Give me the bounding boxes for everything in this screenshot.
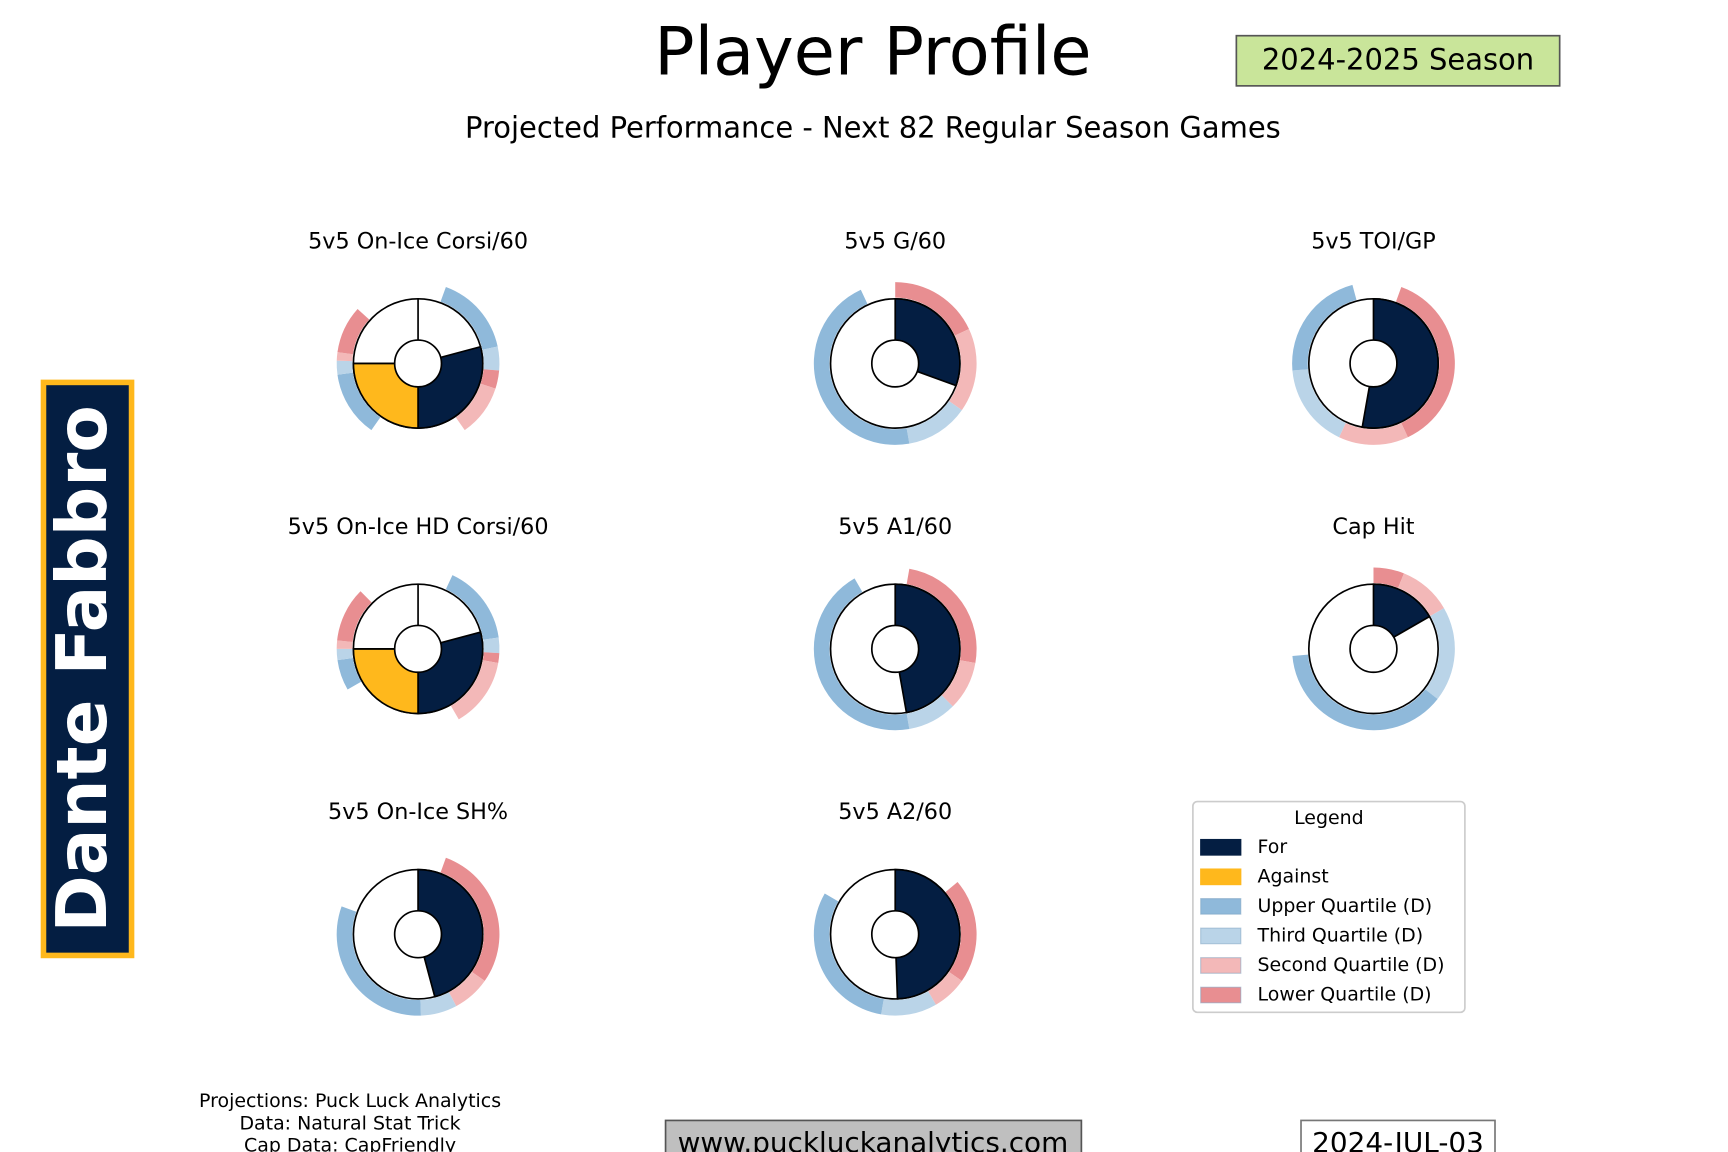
quartile-arc	[895, 282, 969, 336]
quartile-arc	[336, 640, 353, 649]
quartile-arc	[448, 971, 485, 1007]
website-box	[664, 1119, 1083, 1152]
legend-swatch	[1200, 898, 1242, 915]
panel-title: 5v5 A2/60	[838, 799, 952, 825]
subtitle: Projected Performance - Next 82 Regular …	[465, 110, 1281, 144]
hole	[870, 339, 920, 388]
hole	[870, 624, 920, 674]
legend-label: Against	[1258, 865, 1329, 887]
quartile-arc	[336, 352, 353, 362]
panel-title: 5v5 A1/60	[838, 514, 952, 540]
hole	[393, 339, 443, 388]
quartile-arc	[482, 652, 500, 663]
player-name: Dante Fabbro	[43, 405, 123, 932]
legend-label: Upper Quartile (D)	[1258, 895, 1433, 917]
date-box	[1300, 1119, 1496, 1152]
legend-label: Lower Quartile (D)	[1258, 984, 1432, 1006]
legend-label: Third Quartile (D)	[1257, 924, 1424, 946]
source-line: Projections: Puck Luck Analytics	[199, 1090, 501, 1112]
quartile-arc	[450, 660, 499, 720]
hole	[1349, 624, 1398, 674]
quartile-arc	[945, 881, 977, 981]
panel-title: 5v5 On-Ice SH%	[328, 799, 508, 825]
season: 2024-2025 Season	[1262, 42, 1534, 76]
quartile-arc	[1339, 423, 1408, 445]
source-line: Cap Data: CapFriendly	[244, 1135, 456, 1152]
legend-label: For	[1258, 836, 1288, 858]
player-box	[40, 379, 135, 959]
quartile-arc	[1292, 284, 1357, 371]
quartile-arc	[336, 906, 421, 1016]
legend-swatch	[1200, 986, 1242, 1004]
panel-title: 5v5 G/60	[844, 228, 946, 254]
quartile-arc	[1292, 654, 1438, 731]
hole	[1349, 339, 1398, 388]
quartile-arc	[941, 660, 976, 707]
legend-swatch	[1200, 838, 1242, 856]
quartile-arc	[906, 401, 962, 444]
quartile-arc	[1395, 286, 1455, 438]
quartile-arc	[813, 893, 884, 1015]
quartile-arc	[445, 575, 499, 640]
quartile-arc	[906, 695, 953, 730]
quartile-arc	[928, 971, 962, 1005]
hole	[870, 910, 920, 959]
hole	[393, 910, 443, 959]
quartile-arc	[881, 991, 936, 1016]
legend-swatch	[1200, 957, 1242, 974]
legend-title: Legend	[1294, 807, 1364, 829]
quartile-arc	[440, 286, 498, 350]
quartile-arc	[813, 578, 910, 731]
quartile-arc	[1292, 369, 1346, 438]
quartile-arc	[482, 346, 500, 371]
quartile-arc	[336, 648, 353, 661]
quartile-arc	[1398, 573, 1444, 616]
title: Player Profile	[654, 12, 1091, 90]
website: www.puckluckanalytics.com	[678, 1126, 1069, 1152]
quartile-arc	[420, 992, 457, 1016]
quartile-arc	[337, 372, 381, 431]
panel-title: 5v5 On-Ice HD Corsi/60	[288, 514, 549, 540]
source-line: Data: Natural Stat Trick	[239, 1112, 460, 1134]
legend-swatch	[1200, 868, 1242, 886]
legend-box	[1192, 800, 1466, 1014]
quartile-arc	[337, 308, 370, 355]
quartile-arc	[337, 658, 362, 690]
quartile-arc	[440, 857, 500, 981]
hole	[393, 624, 443, 674]
legend-swatch	[1200, 927, 1242, 945]
quartile-arc	[1425, 608, 1455, 699]
date: 2024-JUL-03	[1312, 1126, 1484, 1152]
panel-title: 5v5 On-Ice Corsi/60	[308, 228, 528, 254]
panel-title: Cap Hit	[1332, 514, 1414, 540]
season-box	[1235, 34, 1561, 87]
quartile-arc	[483, 637, 500, 654]
quartile-arc	[906, 568, 977, 663]
quartile-arc	[337, 591, 372, 642]
legend-label: Second Quartile (D)	[1258, 954, 1445, 976]
quartile-arc	[480, 369, 500, 389]
quartile-arc	[455, 383, 496, 431]
quartile-arc	[813, 289, 910, 445]
panel-title: 5v5 TOI/GP	[1311, 228, 1436, 254]
quartile-arc	[949, 329, 977, 411]
quartile-arc	[336, 360, 353, 375]
quartile-arc	[1373, 567, 1404, 588]
